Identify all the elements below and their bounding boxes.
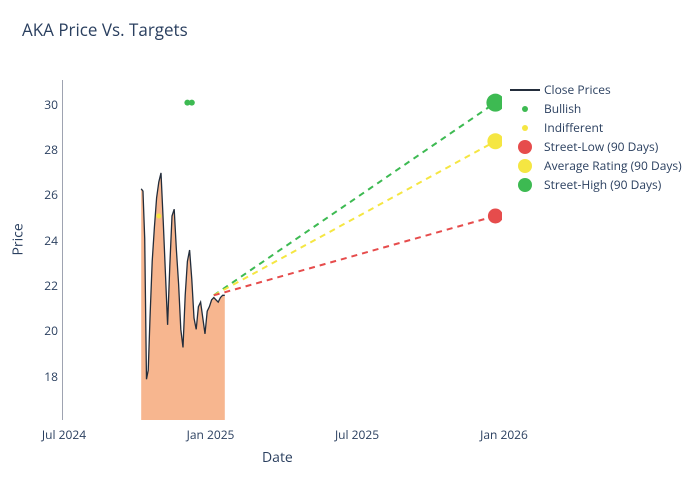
plot-svg xyxy=(62,80,502,420)
legend-item[interactable]: Average Rating (90 Days) xyxy=(510,156,682,175)
x-tick-label: Jul 2025 xyxy=(329,426,385,443)
target-dot-street-low[interactable] xyxy=(488,209,502,224)
legend-item[interactable]: Bullish xyxy=(510,99,682,118)
bullish-marker[interactable] xyxy=(189,100,195,106)
legend-swatch xyxy=(510,101,540,117)
y-tick-label: 24 xyxy=(42,232,58,249)
legend-label: Close Prices xyxy=(544,81,611,98)
legend-label: Bullish xyxy=(544,100,581,117)
legend-swatch xyxy=(510,82,540,98)
y-tick-label: 20 xyxy=(42,322,58,339)
target-dot-average-rating[interactable] xyxy=(487,133,502,149)
x-tick-label: Jan 2026 xyxy=(476,426,532,443)
y-tick-label: 26 xyxy=(42,186,58,203)
legend-item[interactable]: Street-Low (90 Days) xyxy=(510,137,682,156)
x-tick-label: Jan 2025 xyxy=(183,426,239,443)
legend-swatch xyxy=(510,177,540,193)
indifferent-marker[interactable] xyxy=(156,214,161,219)
legend-item[interactable]: Street-High (90 Days) xyxy=(510,175,682,194)
legend-label: Street-High (90 Days) xyxy=(544,176,661,193)
close-prices-fill xyxy=(141,173,225,420)
legend-item[interactable]: Close Prices xyxy=(510,80,682,99)
target-line-average-rating xyxy=(214,141,496,295)
y-tick-label: 22 xyxy=(42,277,58,294)
legend-label: Indifferent xyxy=(544,119,603,136)
y-tick-label: 28 xyxy=(42,141,58,158)
chart-title: AKA Price Vs. Targets xyxy=(22,18,188,41)
target-line-street-low xyxy=(214,216,496,295)
target-line-street-high xyxy=(214,103,496,296)
legend-label: Average Rating (90 Days) xyxy=(544,157,682,174)
legend-swatch xyxy=(510,158,540,174)
x-tick-label: Jul 2024 xyxy=(36,426,92,443)
y-axis-label: Price xyxy=(9,223,28,255)
legend-swatch xyxy=(510,120,540,136)
y-tick-label: 30 xyxy=(42,96,58,113)
legend: Close Prices Bullish Indifferent Street-Low… xyxy=(510,80,682,194)
target-dot-street-high[interactable] xyxy=(486,94,502,112)
x-axis-label: Date xyxy=(262,448,293,467)
y-tick-label: 18 xyxy=(42,368,58,385)
legend-swatch xyxy=(510,139,540,155)
chart-container: AKA Price Vs. Targets 18 20 22 24 26 28 30 Jul… xyxy=(0,0,700,500)
legend-item[interactable]: Indifferent xyxy=(510,118,682,137)
legend-label: Street-Low (90 Days) xyxy=(544,138,658,155)
